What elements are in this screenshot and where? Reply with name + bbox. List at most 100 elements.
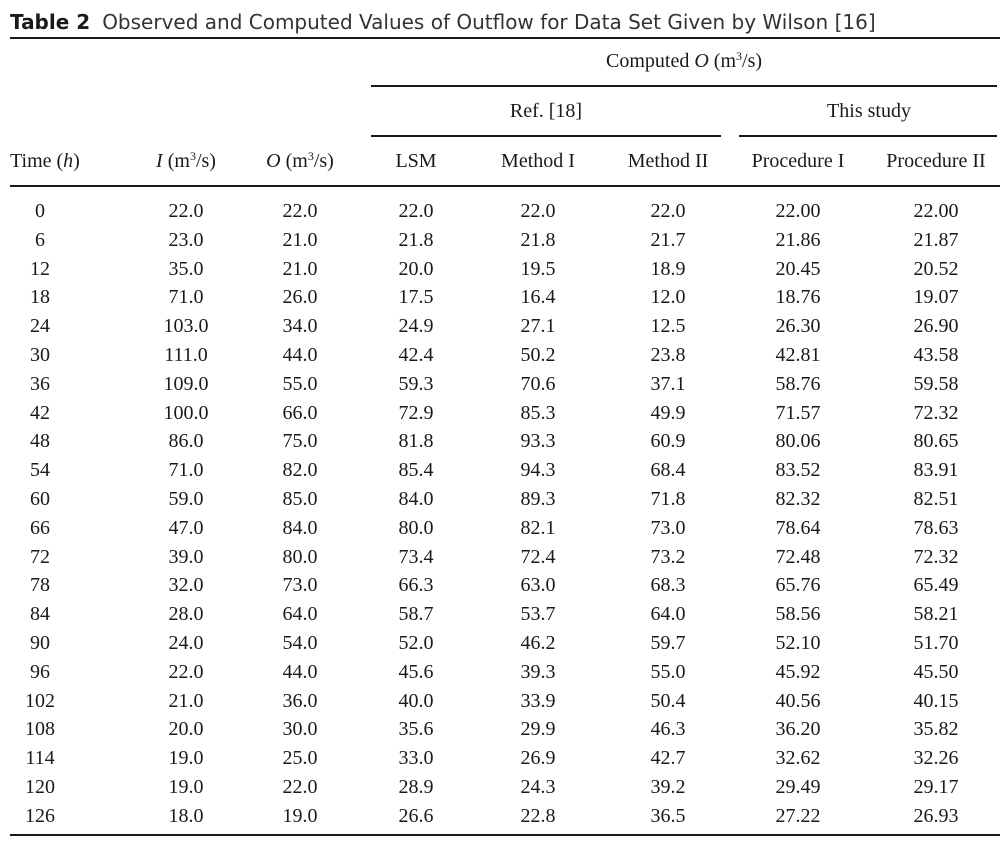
cell-method2: 68.3 xyxy=(650,574,686,597)
cell-proc2: 43.58 xyxy=(913,344,959,366)
cell-method1: 22.0 xyxy=(520,200,556,222)
cell-time: 96 xyxy=(30,660,50,683)
header-rule xyxy=(10,185,1000,187)
cell-proc2: 83.91 xyxy=(913,459,959,482)
cell-lsm: 24.9 xyxy=(398,315,434,338)
cell-inflow: 100.0 xyxy=(163,401,209,424)
cell-proc2: 72.32 xyxy=(913,401,959,424)
cell-proc1: 32.62 xyxy=(775,747,821,770)
cell-time: 72 xyxy=(30,545,50,568)
cell-inflow: 19.0 xyxy=(168,776,204,798)
cell-outflow: 75.0 xyxy=(282,430,318,453)
method1-header: Method I xyxy=(501,150,575,172)
cell-lsm: 52.0 xyxy=(398,632,434,654)
cell-outflow: 66.0 xyxy=(282,401,318,424)
cell-time: 42 xyxy=(30,401,50,424)
cell-outflow: 85.0 xyxy=(282,488,318,510)
cell-inflow: 21.0 xyxy=(168,689,204,712)
cell-method2: 50.4 xyxy=(650,689,686,712)
cell-proc1: 18.76 xyxy=(775,286,821,309)
cell-proc1: 80.06 xyxy=(775,430,821,453)
cell-lsm: 59.3 xyxy=(398,372,434,395)
cell-proc2: 51.70 xyxy=(913,632,959,654)
cell-time: 54 xyxy=(30,459,50,482)
cell-outflow: 82.0 xyxy=(282,459,318,482)
cell-time: 48 xyxy=(30,430,50,453)
cell-proc1: 72.48 xyxy=(775,545,821,568)
cell-proc1: 26.30 xyxy=(775,315,821,338)
cell-method1: 46.2 xyxy=(520,632,556,654)
inflow-header: I (m3/s) xyxy=(156,149,216,172)
cell-inflow: 47.0 xyxy=(168,516,204,539)
cell-method2: 18.9 xyxy=(650,257,686,280)
cell-lsm: 80.0 xyxy=(398,516,434,539)
cell-proc1: 65.76 xyxy=(775,574,821,597)
cell-method1: 63.0 xyxy=(520,574,556,597)
cell-time: 36 xyxy=(30,372,50,395)
cell-time: 78 xyxy=(30,574,50,597)
cell-inflow: 86.0 xyxy=(168,430,204,453)
cell-lsm: 22.0 xyxy=(398,200,434,222)
cell-method1: 29.9 xyxy=(520,718,556,741)
cell-inflow: 22.0 xyxy=(168,660,204,683)
cell-inflow: 71.0 xyxy=(168,459,204,482)
cell-lsm: 21.8 xyxy=(398,228,434,251)
cell-method2: 37.1 xyxy=(650,372,686,395)
cell-time: 108 xyxy=(25,718,55,741)
cell-lsm: 33.0 xyxy=(398,747,434,770)
top-rule xyxy=(10,37,1000,39)
cell-proc2: 40.15 xyxy=(913,689,959,712)
cell-method2: 68.4 xyxy=(650,459,686,482)
method2-header: Method II xyxy=(627,150,709,172)
cell-time: 120 xyxy=(25,776,55,798)
cell-time: 102 xyxy=(25,689,55,712)
cell-proc1: 52.10 xyxy=(775,632,821,654)
proc2-header: Procedure II xyxy=(886,150,986,172)
cell-method2: 59.7 xyxy=(650,632,686,654)
cell-outflow: 30.0 xyxy=(282,718,318,741)
cell-inflow: 111.0 xyxy=(164,344,208,366)
time-header: Time (h) xyxy=(10,150,80,172)
cell-inflow: 18.0 xyxy=(168,804,204,827)
cell-method1: 21.8 xyxy=(520,228,556,251)
cell-proc1: 29.49 xyxy=(775,776,821,798)
cell-method1: 85.3 xyxy=(520,401,556,424)
cell-time: 126 xyxy=(25,804,55,827)
ref-rule xyxy=(371,135,721,137)
cell-proc1: 58.56 xyxy=(775,603,821,626)
cell-proc2: 45.50 xyxy=(913,660,959,683)
cell-method1: 89.3 xyxy=(520,488,556,510)
cell-proc1: 83.52 xyxy=(775,459,821,482)
cell-outflow: 22.0 xyxy=(282,200,318,222)
cell-lsm: 72.9 xyxy=(398,401,434,424)
cell-outflow: 73.0 xyxy=(282,574,318,597)
cell-method2: 42.7 xyxy=(650,747,686,770)
cell-proc1: 20.45 xyxy=(775,257,821,280)
cell-proc1: 22.00 xyxy=(775,200,821,222)
cell-proc2: 26.90 xyxy=(913,315,959,338)
cell-proc2: 20.52 xyxy=(913,257,959,280)
cell-lsm: 66.3 xyxy=(398,574,434,597)
cell-outflow: 22.0 xyxy=(282,776,318,798)
cell-time: 24 xyxy=(30,315,50,338)
cell-method1: 93.3 xyxy=(520,430,556,453)
cell-inflow: 109.0 xyxy=(163,372,209,395)
cell-outflow: 21.0 xyxy=(282,228,318,251)
cell-proc1: 36.20 xyxy=(775,718,821,741)
cell-method1: 24.3 xyxy=(520,776,556,798)
cell-proc2: 21.87 xyxy=(913,228,959,251)
cell-proc1: 40.56 xyxy=(775,689,821,712)
cell-method2: 21.7 xyxy=(650,228,686,251)
cell-lsm: 17.5 xyxy=(398,286,434,309)
cell-outflow: 55.0 xyxy=(282,372,318,395)
cell-proc2: 26.93 xyxy=(913,804,959,827)
study-rule xyxy=(739,135,997,137)
cell-lsm: 45.6 xyxy=(398,660,434,683)
cell-lsm: 28.9 xyxy=(398,776,434,798)
bottom-rule xyxy=(10,834,1000,836)
cell-outflow: 34.0 xyxy=(282,315,318,338)
cell-outflow: 84.0 xyxy=(282,516,318,539)
cell-outflow: 25.0 xyxy=(282,747,318,770)
cell-method2: 55.0 xyxy=(650,660,686,683)
cell-inflow: 35.0 xyxy=(168,257,204,280)
